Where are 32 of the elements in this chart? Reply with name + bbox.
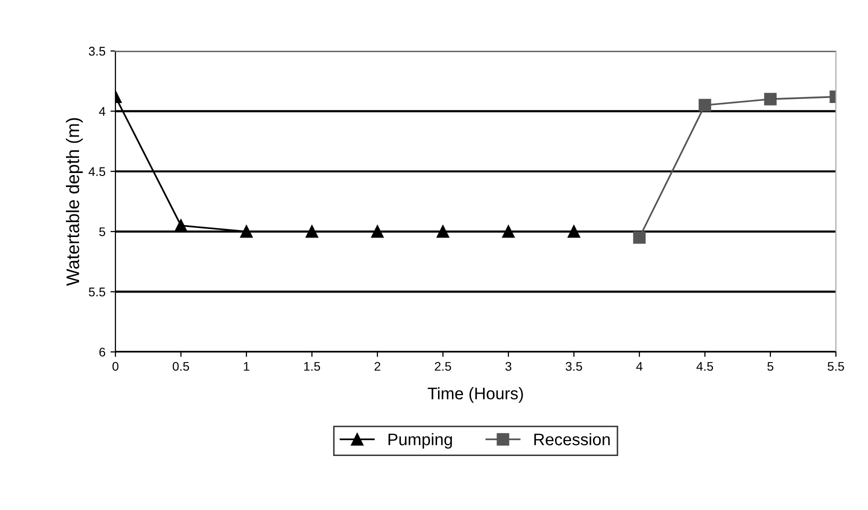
x-tick-label: 1.5 <box>304 362 320 371</box>
x-tick-label: 1 <box>244 362 250 371</box>
y-tick-label: 3.5 <box>88 46 106 56</box>
y-tick-label: 5 <box>99 227 106 236</box>
legend-label: Pumping <box>388 433 452 449</box>
x-tick-label: 3 <box>505 362 512 371</box>
point <box>306 225 318 238</box>
x-tick-label: 5 <box>767 362 774 371</box>
point <box>568 225 580 238</box>
point <box>698 98 712 112</box>
y-tick-label: 5.5 <box>88 288 106 296</box>
y-tick-label: 4.5 <box>88 167 106 176</box>
x-tick-label: 4.5 <box>696 362 714 371</box>
point <box>436 225 450 238</box>
x-tick-label: 4 <box>636 362 643 371</box>
x-tick-label: 0 <box>112 362 118 371</box>
x-tick-label: 0.5 <box>172 362 190 371</box>
point <box>371 225 384 238</box>
y-axis-title: Watertable depth (m) <box>66 118 83 286</box>
point <box>764 92 777 106</box>
x-axis-title: Time (Hours) <box>428 387 523 403</box>
legend-label: Recession <box>534 433 610 446</box>
point <box>502 225 515 238</box>
x-tick-label: 3.5 <box>566 362 582 371</box>
point <box>174 219 188 232</box>
x-tick-label: 2 <box>374 362 380 371</box>
x-tick-label: 5.5 <box>828 362 844 371</box>
y-tick-label: 4 <box>99 107 106 116</box>
x-tick-label: 2.5 <box>434 362 452 371</box>
y-tick-label: 6 <box>99 348 106 357</box>
point <box>240 225 253 238</box>
point <box>633 231 646 244</box>
